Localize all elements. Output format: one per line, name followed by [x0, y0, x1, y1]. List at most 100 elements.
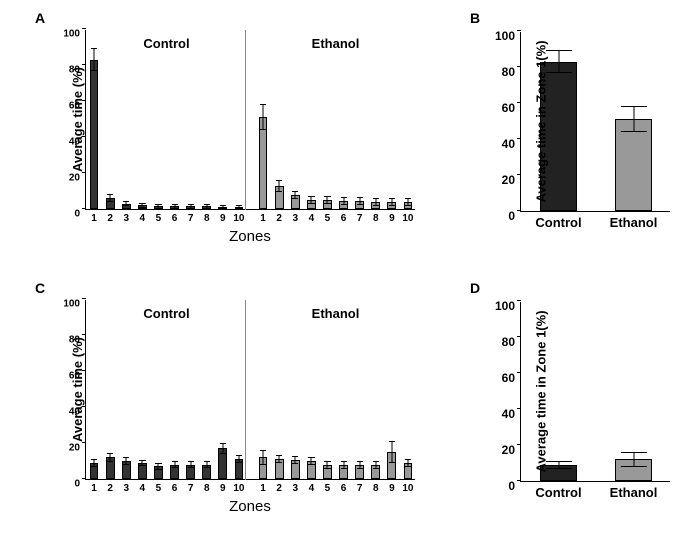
- ytick: 80: [502, 65, 521, 79]
- ytick-line: [517, 372, 521, 373]
- xtick: 4: [309, 479, 315, 494]
- group-label-1: Control: [143, 306, 189, 321]
- xtick: 2: [276, 479, 282, 494]
- xtick: 6: [341, 209, 347, 224]
- ytick-line: [82, 442, 86, 443]
- xtick: 8: [204, 209, 210, 224]
- ytick-line: [82, 208, 86, 209]
- xtick: 9: [389, 479, 395, 494]
- xtick: 10: [402, 209, 413, 224]
- group-label-2: Ethanol: [312, 36, 360, 51]
- panel-label-D: D: [470, 280, 480, 296]
- xtick: 4: [309, 209, 315, 224]
- xtick: 8: [373, 209, 379, 224]
- xtick: 8: [373, 479, 379, 494]
- bar: [615, 119, 653, 211]
- xtick: 5: [156, 209, 162, 224]
- xtick: 1: [91, 209, 97, 224]
- ytick-line: [82, 334, 86, 335]
- xtick: 5: [325, 479, 331, 494]
- xtick: 7: [188, 209, 194, 224]
- chart-area-A: 0204060801001234567891012345678910Contro…: [85, 30, 415, 210]
- ytick: 0: [74, 479, 86, 490]
- bar: [90, 60, 99, 209]
- xtick: 1: [91, 479, 97, 494]
- ytick-line: [517, 444, 521, 445]
- xtick: 10: [233, 209, 244, 224]
- xtick: 6: [341, 479, 347, 494]
- ytick: 20: [69, 173, 86, 184]
- panel-label-B: B: [470, 10, 480, 26]
- xtick: 7: [188, 479, 194, 494]
- ytick: 100: [63, 29, 86, 40]
- ytick: 20: [502, 443, 521, 457]
- xtick: 6: [172, 209, 178, 224]
- bar: [259, 117, 268, 209]
- xtick: Ethanol: [610, 481, 658, 500]
- ytick-line: [517, 210, 521, 211]
- ytick: 60: [502, 371, 521, 385]
- xlabel-A: Zones: [229, 228, 271, 245]
- xtick: 9: [389, 209, 395, 224]
- xtick: 9: [220, 209, 226, 224]
- ytick: 100: [495, 299, 521, 313]
- ytick: 80: [502, 335, 521, 349]
- xtick: 7: [357, 209, 363, 224]
- ytick: 60: [502, 101, 521, 115]
- ytick-line: [517, 30, 521, 31]
- ytick-line: [82, 28, 86, 29]
- xtick: 3: [123, 479, 129, 494]
- ytick: 100: [63, 299, 86, 310]
- ytick-line: [517, 102, 521, 103]
- ytick: 20: [502, 173, 521, 187]
- chart-area-C: 0204060801001234567891012345678910Contro…: [85, 300, 415, 480]
- xtick: 3: [123, 209, 129, 224]
- ytick-line: [517, 174, 521, 175]
- xtick: 1: [260, 209, 266, 224]
- xtick: 4: [140, 209, 146, 224]
- divider: [245, 30, 246, 210]
- xtick: Control: [535, 481, 581, 500]
- ytick: 100: [495, 29, 521, 43]
- ytick-line: [82, 298, 86, 299]
- xtick: 9: [220, 479, 226, 494]
- panel-label-A: A: [35, 10, 45, 26]
- ytick-line: [82, 478, 86, 479]
- ylabel-D: Average time in Zone 1(%): [534, 310, 549, 472]
- xlabel-C: Zones: [229, 498, 271, 515]
- ylabel-B: Average time in Zone 1(%): [534, 40, 549, 202]
- xtick: 1: [260, 479, 266, 494]
- xtick: 2: [107, 479, 113, 494]
- xtick: Control: [535, 211, 581, 230]
- xtick: 10: [402, 479, 413, 494]
- ytick: 40: [502, 137, 521, 151]
- ylabel-C: Average time (%): [70, 337, 85, 442]
- xtick: 3: [292, 209, 298, 224]
- ytick-line: [517, 480, 521, 481]
- ytick: 0: [508, 209, 521, 223]
- xtick: 5: [325, 209, 331, 224]
- xtick: Ethanol: [610, 211, 658, 230]
- xtick: 10: [233, 479, 244, 494]
- xtick: 8: [204, 479, 210, 494]
- xtick: 5: [156, 479, 162, 494]
- ytick-line: [82, 172, 86, 173]
- ytick: 20: [69, 443, 86, 454]
- panel-label-C: C: [35, 280, 45, 296]
- ytick-line: [517, 66, 521, 67]
- ytick-line: [517, 300, 521, 301]
- xtick: 3: [292, 479, 298, 494]
- ytick-line: [82, 64, 86, 65]
- divider: [245, 300, 246, 480]
- ytick: 0: [74, 209, 86, 220]
- ytick: 40: [502, 407, 521, 421]
- ytick: 0: [508, 479, 521, 493]
- ytick-line: [517, 138, 521, 139]
- group-label-2: Ethanol: [312, 306, 360, 321]
- group-label-1: Control: [143, 36, 189, 51]
- ytick-line: [517, 408, 521, 409]
- xtick: 2: [107, 209, 113, 224]
- xtick: 2: [276, 209, 282, 224]
- ylabel-A: Average time (%): [70, 67, 85, 172]
- xtick: 7: [357, 479, 363, 494]
